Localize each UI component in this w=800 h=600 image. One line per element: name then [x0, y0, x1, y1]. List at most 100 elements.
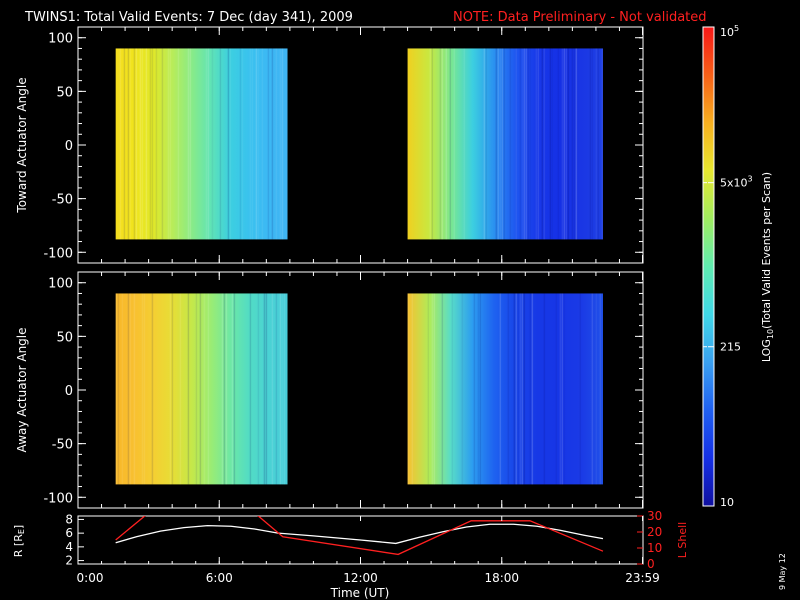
- heatmap-stripe: [279, 293, 282, 485]
- panel-2-ylabel: Away Actuator Angle: [15, 327, 29, 452]
- lshell-line: [115, 516, 604, 556]
- colorbar-tick-label: 10: [720, 496, 734, 509]
- colorbar-tick-label: 5x103: [720, 175, 753, 190]
- heatmap-stripe: [407, 293, 410, 485]
- heatmap-stripe: [151, 48, 154, 240]
- lshell-label: L Shell: [676, 522, 689, 558]
- lshell-tick-label: 20: [647, 525, 662, 539]
- heatmap-stripe: [211, 48, 214, 240]
- heatmap-stripe: [145, 48, 148, 240]
- heatmap-stripe: [515, 48, 518, 240]
- preliminary-note: NOTE: Data Preliminary - Not validated: [453, 10, 707, 25]
- heatmap-stripe: [561, 48, 564, 240]
- heatmap-stripe: [123, 48, 126, 240]
- heatmap-stripe: [167, 48, 170, 240]
- r-tick-label: 8: [65, 512, 73, 526]
- x-axis-label: Time (UT): [330, 586, 390, 600]
- heatmap-stripe: [513, 293, 516, 485]
- heatmap-stripe: [441, 293, 444, 485]
- y-tick-label: -100: [43, 246, 73, 261]
- heatmap-stripe: [591, 48, 594, 240]
- heatmap-stripe: [589, 48, 592, 240]
- heatmap-stripe: [115, 293, 118, 485]
- y-tick-label: -50: [52, 193, 73, 208]
- colorbar-tick-exponent: 3: [748, 175, 753, 184]
- heatmap-stripe: [525, 48, 528, 240]
- r-distance-line: [115, 523, 604, 545]
- y-tick-label: 0: [65, 384, 73, 399]
- heatmap-stripe: [599, 293, 602, 485]
- heatmap-stripe: [531, 293, 534, 485]
- y-tick-label: 100: [48, 32, 73, 47]
- heatmap-stripe: [555, 293, 558, 485]
- heatmap-stripe: [597, 48, 600, 240]
- heatmap-stripe: [483, 48, 486, 240]
- heatmap-stripe: [151, 293, 154, 485]
- heatmap-stripe: [519, 293, 522, 485]
- toward-actuator-panel: Toward Actuator Angle -100 -50 0 50 100: [15, 26, 644, 264]
- heatmap-stripe: [239, 48, 242, 240]
- colorbar-label-prefix: LOG: [760, 339, 773, 362]
- heatmap-stripe: [527, 48, 530, 240]
- colorbar-label-sub: 10: [766, 329, 775, 339]
- heatmap-stripe: [517, 293, 520, 485]
- heatmap-stripe: [255, 48, 258, 240]
- heatmap-stripe: [559, 293, 562, 485]
- heatmap-stripe: [541, 48, 544, 240]
- lshell-tick-label: 10: [647, 541, 662, 555]
- heatmap-stripe: [575, 48, 578, 240]
- time-tick-label: 0:00: [77, 571, 104, 585]
- heatmap-stripe: [441, 48, 444, 240]
- heatmap-stripe: [227, 48, 230, 240]
- colorbar-tick-label: 105: [720, 24, 739, 39]
- heatmap-stripe: [129, 48, 132, 240]
- y-tick-label: 50: [56, 85, 73, 100]
- time-tick-label: 23:59: [625, 571, 660, 585]
- generation-date: 9 May 12: [778, 553, 787, 590]
- heatmap-stripe: [557, 48, 560, 240]
- y-tick-label: 0: [65, 139, 73, 154]
- heatmap-block: [115, 48, 288, 240]
- heatmap-stripe: [205, 48, 208, 240]
- heatmap-stripe: [203, 293, 206, 485]
- y-tick-label: 100: [48, 277, 73, 292]
- heatmap-stripe: [543, 293, 546, 485]
- r-tick-label: 6: [65, 526, 73, 540]
- colorbar-tick-exponent: 5: [734, 24, 739, 33]
- heatmap-stripe: [591, 293, 594, 485]
- colorbar-tick-text: 10: [720, 496, 734, 509]
- colorbar-tick-text: 5x10: [720, 177, 748, 190]
- heatmap-stripe: [473, 293, 476, 485]
- heatmap-stripe: [283, 293, 286, 485]
- r-tick-label: 2: [65, 554, 73, 568]
- heatmap-stripe: [543, 48, 546, 240]
- heatmap-stripe: [573, 48, 576, 240]
- heatmap-stripe: [141, 48, 144, 240]
- heatmap-stripe: [271, 48, 274, 240]
- heatmap-stripe: [263, 293, 266, 485]
- heatmap-stripe: [261, 48, 264, 240]
- heatmap-stripe: [431, 48, 434, 240]
- heatmap-stripe: [257, 293, 260, 485]
- colorbar-label: LOG10(Total Valid Events per Scan): [760, 172, 775, 362]
- colorbar: LOG10(Total Valid Events per Scan) 10215…: [702, 24, 775, 509]
- heatmap-stripe: [479, 293, 482, 485]
- heatmap-stripe: [281, 293, 284, 485]
- heatmap-stripe: [133, 293, 136, 485]
- heatmap-stripe: [563, 293, 566, 485]
- heatmap-stripe: [271, 293, 274, 485]
- heatmap-stripe: [561, 293, 564, 485]
- time-tick-label: 18:00: [484, 571, 519, 585]
- heatmap-stripe: [223, 293, 226, 485]
- heatmap-stripe: [249, 48, 252, 240]
- heatmap-stripe: [507, 293, 510, 485]
- heatmap-stripe: [225, 293, 228, 485]
- heatmap-stripe: [265, 293, 268, 485]
- heatmap-stripe: [207, 48, 210, 240]
- r-label-sub: E: [17, 529, 26, 534]
- heatmap-stripe: [135, 48, 138, 240]
- heatmap-stripe: [121, 293, 124, 485]
- heatmap-stripe: [161, 48, 164, 240]
- heatmap-block: [115, 293, 288, 485]
